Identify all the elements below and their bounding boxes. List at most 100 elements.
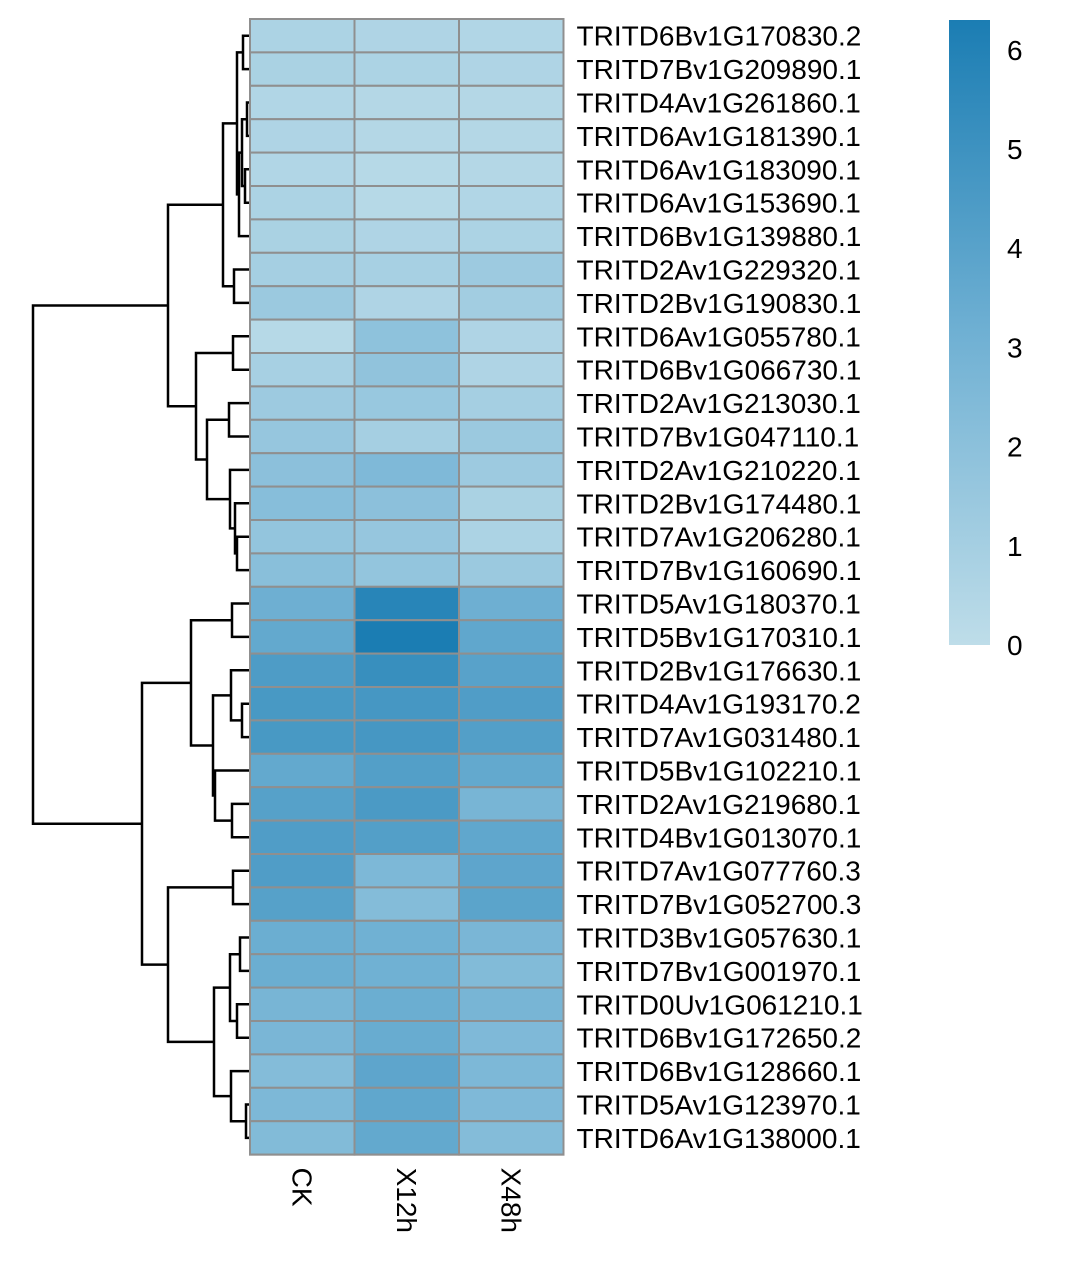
heatmap-cell: TRITD7Bv1G001970.1 / CK: 3.3 (249, 953, 356, 989)
dendrogram-branch (237, 151, 250, 238)
heatmap-cell: TRITD6Av1G181390.1 / CK: 0.6 (249, 118, 356, 154)
heatmap-cell: TRITD5Av1G123970.1 / X48h: 2.5 (458, 1086, 565, 1123)
row-label: TRITD0Uv1G061210.1 (577, 989, 863, 1020)
heatmap-cell: TRITD6Bv1G139880.1 / X12h: 0.6 (353, 218, 460, 254)
dendrogram-branch (221, 122, 237, 288)
dendrogram-branch (229, 1069, 250, 1123)
dendrogram-branch (228, 468, 250, 530)
row-label: TRITD2Av1G210220.1 (577, 455, 861, 486)
dendrogram-branch (189, 618, 232, 747)
legend-color-bar (949, 20, 990, 645)
heatmap-cell: TRITD6Bv1G066730.1 / X12h: 1.8 (353, 352, 460, 388)
heatmap-cell: TRITD7Bv1G001970.1 / X48h: 2.4 (458, 953, 565, 989)
heatmap-cell: TRITD2Bv1G176630.1 / X12h: 5.2 (353, 652, 460, 688)
heatmap-cell: TRITD4Bv1G013070.1 / X12h: 4.2 (353, 819, 460, 855)
heatmap-cell: TRITD3Bv1G057630.1 / X12h: 3.1 (353, 919, 460, 956)
row-label: TRITD6Av1G183090.1 (577, 154, 861, 185)
heatmap-cell: TRITD5Bv1G170310.1 / X12h: 6.3 (353, 619, 460, 655)
heatmap-cell: TRITD6Bv1G170830.2 / X12h: 0.6 (353, 18, 460, 54)
row-label: TRITD6Av1G055780.1 (577, 321, 861, 352)
heatmap-cell: TRITD2Av1G219680.1 / CK: 4.1 (249, 786, 356, 822)
dendrogram-branch (140, 681, 191, 966)
heatmap-cell: TRITD7Bv1G052700.3 / X48h: 3.9 (458, 886, 565, 922)
row-label: TRITD5Av1G123970.1 (577, 1090, 861, 1121)
legend-tick-labels: 0 1 2 3 4 5 6 (1007, 35, 1023, 661)
heatmap-cell: TRITD2Av1G210220.1 / X48h: 1.3 (458, 452, 565, 488)
heatmap-cell: TRITD7Bv1G209890.1 / CK: 0.8 (249, 51, 356, 87)
heatmap-cell: TRITD6Av1G153690.1 / CK: 0.7 (249, 185, 356, 221)
heatmap-cell: TRITD6Bv1G066730.1 / CK: 0.9 (249, 352, 356, 388)
heatmap-cell: TRITD7Bv1G052700.3 / X12h: 2.3 (353, 886, 460, 922)
dendrogram-branch (245, 101, 250, 138)
dendrogram-branch (235, 1003, 250, 1039)
heatmap-cell: TRITD6Av1G183090.1 / X48h: 0.4 (458, 151, 565, 188)
heatmap-cell: TRITD7Bv1G160690.1 / X48h: 1.4 (458, 552, 565, 588)
row-label: TRITD5Bv1G170310.1 (577, 622, 862, 653)
heatmap-cell: TRITD7Av1G031480.1 / CK: 4.6 (249, 719, 356, 755)
heatmap-cell: TRITD7Bv1G047110.1 / CK: 1.6 (249, 418, 356, 455)
dendrogram-branch (231, 335, 250, 371)
heatmap-cell: TRITD4Av1G261860.1 / CK: 0.5 (249, 84, 356, 121)
row-dendrogram (31, 34, 250, 1140)
heatmap-cell: TRITD7Av1G077760.3 / CK: 4.3 (249, 853, 356, 889)
heatmap-cell: TRITD4Av1G193170.2 / CK: 4.6 (249, 686, 356, 722)
heatmap-cell: TRITD6Bv1G066730.1 / X48h: 0.6 (458, 352, 565, 388)
legend-tick-label: 4 (1007, 233, 1023, 264)
heatmap-cell: TRITD0Uv1G061210.1 / X48h: 2.8 (458, 986, 565, 1022)
column-label: X48h (495, 1168, 526, 1233)
row-label: TRITD3Bv1G057630.1 (577, 923, 862, 954)
row-label: TRITD2Bv1G176630.1 (577, 655, 862, 686)
heatmap-cell: TRITD6Av1G138000.1 / X48h: 2.3 (458, 1120, 565, 1156)
legend-tick-label: 5 (1007, 134, 1023, 165)
heatmap-cell: TRITD7Bv1G047110.1 / X48h: 1.4 (458, 418, 565, 455)
row-label: TRITD7Bv1G052700.3 (577, 889, 862, 920)
heatmap-cell: TRITD6Bv1G172650.2 / X12h: 3.4 (353, 1020, 460, 1056)
heatmap-cell: TRITD5Bv1G170310.1 / X48h: 3.7 (458, 619, 565, 655)
heatmap-cell: TRITD5Bv1G102210.1 / X48h: 3.6 (458, 752, 565, 789)
row-label: TRITD6Bv1G128660.1 (577, 1056, 862, 1087)
heatmap-cell: TRITD0Uv1G061210.1 / X12h: 3.3 (353, 986, 460, 1022)
row-label: TRITD7Bv1G047110.1 (577, 422, 860, 453)
heatmap-cells: TRITD6Bv1G170830.2 / CK: 0.7TRITD6Bv1G17… (249, 18, 565, 1156)
row-label: TRITD5Bv1G102210.1 (577, 756, 862, 787)
dendrogram-branch (227, 401, 250, 438)
heatmap-cell: TRITD4Bv1G013070.1 / X48h: 3.7 (458, 819, 565, 855)
heatmap-cell: TRITD2Av1G229320.1 / X48h: 1.3 (458, 251, 565, 288)
row-label: TRITD2Bv1G174480.1 (577, 488, 862, 519)
row-label: TRITD7Av1G031480.1 (577, 722, 861, 753)
dendrogram-branch (232, 268, 250, 305)
legend-tick-label: 0 (1007, 630, 1023, 661)
heatmap-border (249, 18, 565, 1156)
dendrogram-branch (31, 304, 168, 825)
heatmap-cell: TRITD2Bv1G176630.1 / CK: 4.4 (249, 652, 356, 688)
heatmap-cell: TRITD4Av1G193170.2 / X12h: 4.7 (353, 686, 460, 722)
heatmap-cell: TRITD4Bv1G013070.1 / CK: 4.3 (249, 819, 356, 855)
column-label: X12h (391, 1168, 422, 1233)
heatmap-cell: TRITD2Av1G229320.1 / CK: 1 (249, 251, 356, 288)
dendrogram-branch (229, 669, 250, 722)
row-label: TRITD6Bv1G139880.1 (577, 221, 862, 252)
heatmap-cell: TRITD6Av1G183090.1 / X12h: 0.3 (353, 151, 460, 188)
heatmap-cell: TRITD5Av1G123970.1 / CK: 2.6 (249, 1086, 356, 1123)
heatmap-cell: TRITD6Av1G138000.1 / CK: 2.4 (249, 1120, 356, 1156)
heatmap-cell: TRITD2Av1G229320.1 / X12h: 0.9 (353, 251, 460, 288)
legend-tick-label: 2 (1007, 432, 1023, 463)
row-label: TRITD4Bv1G013070.1 (577, 822, 862, 853)
row-label: TRITD6Bv1G170830.2 (577, 21, 862, 52)
heatmap-cell: TRITD2Av1G210220.1 / X12h: 2.5 (353, 452, 460, 488)
row-label: TRITD2Av1G229320.1 (577, 255, 861, 286)
heatmap-cell: TRITD2Bv1G174480.1 / X12h: 2 (353, 485, 460, 522)
row-label: TRITD6Bv1G172650.2 (577, 1023, 862, 1054)
heatmap-cell: TRITD6Bv1G172650.2 / X48h: 2.5 (458, 1020, 565, 1056)
heatmap-cell: TRITD5Av1G180370.1 / X48h: 3.2 (458, 585, 565, 622)
heatmap-cell: TRITD6Bv1G128660.1 / X48h: 2.6 (458, 1053, 565, 1089)
dendrogram-branch (243, 168, 250, 204)
row-label: TRITD6Bv1G066730.1 (577, 355, 862, 386)
column-label: CK (286, 1168, 317, 1207)
heatmap-cell: TRITD5Av1G123970.1 / X12h: 3.7 (353, 1086, 460, 1123)
heatmap-cell: TRITD6Bv1G128660.1 / X12h: 3.8 (353, 1053, 460, 1089)
heatmap-cell: TRITD2Av1G213030.1 / CK: 1.3 (249, 385, 356, 421)
row-label: TRITD4Av1G261860.1 (577, 88, 861, 119)
dendrogram-branch (166, 203, 223, 408)
heatmap-cell: TRITD2Bv1G174480.1 / CK: 2.2 (249, 485, 356, 522)
